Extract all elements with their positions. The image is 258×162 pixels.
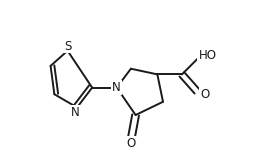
Text: N: N	[112, 81, 121, 94]
Text: O: O	[200, 88, 209, 101]
Text: S: S	[64, 40, 71, 52]
Text: HO: HO	[198, 49, 216, 62]
Text: N: N	[71, 106, 79, 119]
Text: O: O	[126, 137, 135, 150]
